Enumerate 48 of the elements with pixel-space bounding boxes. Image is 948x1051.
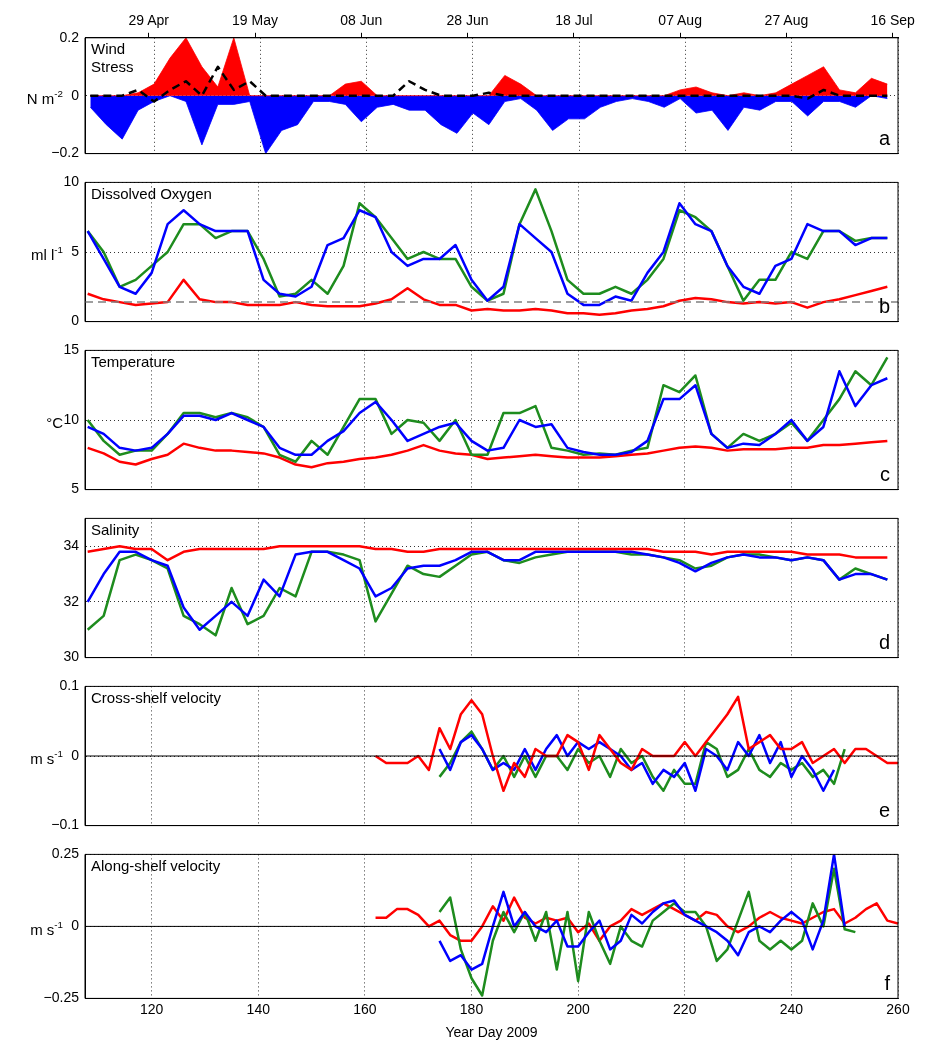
- y-tick-label: 0.1: [59, 677, 80, 694]
- y-tick-label: 5: [71, 242, 80, 259]
- x2-tick-label: 07 Aug: [658, 12, 702, 29]
- x2-tick-label: 29 Apr: [128, 12, 170, 29]
- x2-tick-label: 27 Aug: [764, 12, 809, 29]
- y-tick-label: 10: [63, 173, 80, 190]
- y-tick-label: −0.2: [51, 144, 80, 161]
- y-tick-label: −0.25: [43, 989, 80, 1006]
- chart-title: Along-shelf velocity: [91, 856, 221, 874]
- x2-tick-label: 18 Jul: [555, 12, 593, 29]
- chart-title: Salinity: [91, 520, 140, 538]
- x2-tick-label: 19 May: [232, 12, 278, 29]
- annotation: f: [884, 971, 891, 994]
- y-tick-label: 30: [63, 648, 80, 665]
- y-tick-label: 34: [63, 537, 80, 554]
- y-tick-label: 0.25: [51, 845, 80, 862]
- chart-title: Dissolved Oxygen: [91, 184, 212, 202]
- annotation: a: [878, 127, 891, 150]
- y-tick-label: 0: [71, 917, 80, 934]
- annotation: c: [880, 463, 890, 486]
- y-tick-label: 5: [71, 480, 80, 497]
- y-tick-label: 10: [63, 410, 80, 427]
- x2-tick-label: 16 Sep: [870, 12, 916, 29]
- x-tick-label: 240: [779, 1000, 804, 1017]
- annotation: e: [878, 799, 890, 822]
- x-tick-label: 140: [246, 1000, 271, 1017]
- x-tick-label: 180: [459, 1000, 484, 1017]
- y-tick-label: 0: [71, 746, 80, 763]
- x-tick-label: 200: [566, 1000, 591, 1017]
- y-tick-label: 15: [63, 341, 80, 358]
- x2-tick-label: 08 Jun: [340, 12, 383, 29]
- chart-title: Temperature: [91, 352, 176, 370]
- y-tick-label: −0.1: [51, 816, 80, 833]
- x-axis-title: Year Day 2009: [445, 1024, 538, 1041]
- annotation: b: [878, 295, 890, 318]
- y-axis-title: °C: [46, 414, 64, 432]
- x-tick-label: 260: [886, 1000, 910, 1017]
- y-tick-label: 0: [71, 86, 80, 103]
- y-tick-label: 32: [63, 592, 80, 609]
- x-tick-label: 160: [353, 1000, 377, 1017]
- annotation: d: [878, 631, 890, 654]
- y-tick-label: 0.2: [59, 28, 80, 45]
- text: Wind Stress: [91, 39, 134, 75]
- x2-tick-label: 28 Jun: [446, 12, 489, 29]
- x-tick-label: 120: [139, 1000, 164, 1017]
- chart-title: Cross-shelf velocity: [91, 688, 222, 706]
- x-tick-label: 220: [673, 1000, 697, 1017]
- y-tick-label: 0: [71, 312, 80, 329]
